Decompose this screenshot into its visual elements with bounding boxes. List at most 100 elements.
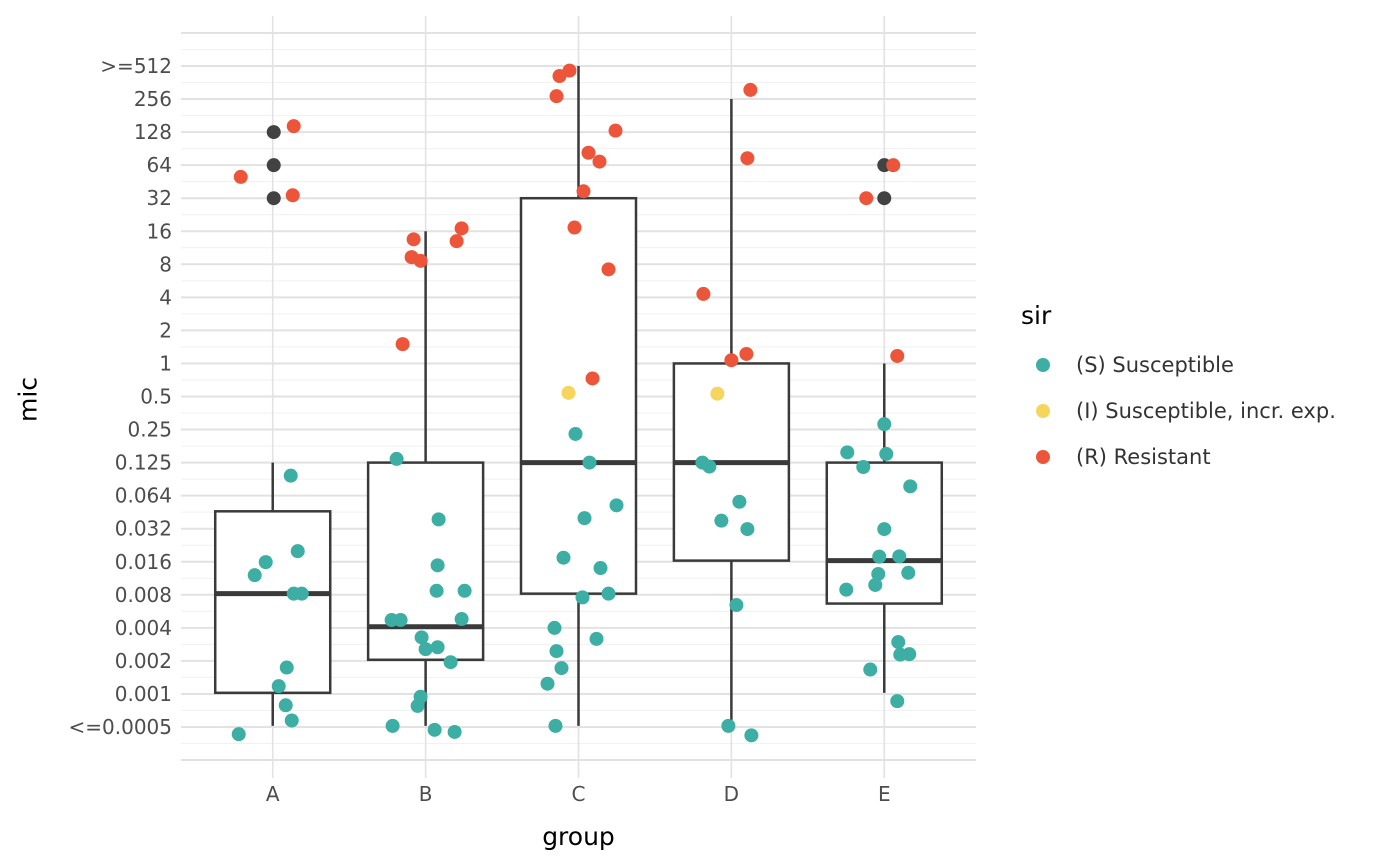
data-point-S <box>258 555 273 570</box>
data-point-I <box>710 386 725 401</box>
y-tick-label: 0.001 <box>115 682 172 706</box>
box-iqr <box>519 196 638 595</box>
data-point-R <box>890 348 905 363</box>
data-point-R <box>233 169 248 184</box>
data-point-S <box>454 612 469 627</box>
data-point-S <box>732 494 747 509</box>
points-E <box>839 158 918 709</box>
resistant-dot-icon <box>1036 450 1050 464</box>
data-point-R <box>859 191 874 206</box>
data-point-R <box>449 234 464 249</box>
data-point-R <box>743 82 758 97</box>
y-tick-label: 64 <box>147 153 172 177</box>
data-point-S <box>231 727 246 742</box>
data-point-S <box>877 417 892 432</box>
data-point-S <box>418 642 433 657</box>
data-point-R <box>413 253 428 268</box>
susceptible-incr-exp-dot-icon <box>1036 404 1050 418</box>
y-tick-label: 2 <box>159 318 172 342</box>
data-point-S <box>427 722 442 737</box>
data-point-R <box>285 188 300 203</box>
y-tick-label: 4 <box>159 285 172 309</box>
data-point-S <box>575 590 590 605</box>
legend-item-label: (R) Resistant <box>1076 445 1211 469</box>
x-tick-label: B <box>419 782 433 806</box>
legend-item-label: (S) Susceptible <box>1076 353 1234 377</box>
data-point-NA <box>266 125 281 140</box>
data-point-S <box>872 549 887 564</box>
data-point-S <box>871 566 886 581</box>
data-point-S <box>547 620 562 635</box>
box-C <box>519 66 638 726</box>
data-point-S <box>890 694 905 709</box>
data-point-S <box>577 511 592 526</box>
points-C <box>540 63 624 733</box>
y-tick-label: 0.016 <box>115 550 172 574</box>
data-point-S <box>549 644 564 659</box>
data-point-S <box>868 577 883 592</box>
data-point-S <box>556 550 571 565</box>
data-point-S <box>548 718 563 733</box>
data-point-S <box>744 728 759 743</box>
data-point-S <box>840 445 855 460</box>
data-point-S <box>447 724 462 739</box>
legend-item-susceptible: (S) Susceptible <box>1021 352 1336 378</box>
data-point-S <box>278 698 293 713</box>
data-point-S <box>892 549 907 564</box>
data-point-S <box>429 583 444 598</box>
data-point-R <box>567 220 582 235</box>
data-point-R <box>581 145 596 160</box>
data-point-S <box>247 568 262 583</box>
points-A <box>231 119 309 742</box>
y-tick-label: 0.002 <box>115 649 172 673</box>
data-point-R <box>724 353 739 368</box>
data-point-S <box>879 446 894 461</box>
legend-item-label: (I) Susceptible, incr. exp. <box>1076 399 1336 423</box>
y-tick-label: 0.064 <box>115 484 172 508</box>
y-tick-label: >=512 <box>100 54 172 78</box>
y-tick-label: 32 <box>147 186 172 210</box>
data-point-R <box>739 346 754 361</box>
y-tick-label: 8 <box>159 252 172 276</box>
data-point-S <box>540 676 555 691</box>
data-point-S <box>385 718 400 733</box>
data-point-R <box>696 286 711 301</box>
data-point-S <box>430 558 445 573</box>
data-point-S <box>601 586 616 601</box>
data-point-S <box>283 468 298 483</box>
data-point-NA <box>266 191 281 206</box>
data-point-S <box>609 498 624 513</box>
data-point-S <box>443 655 458 670</box>
data-point-S <box>389 451 404 466</box>
data-point-R <box>592 154 607 169</box>
data-point-R <box>886 158 901 173</box>
data-point-NA <box>266 158 281 173</box>
y-tick-label: 256 <box>134 87 172 111</box>
box-iqr <box>213 510 332 695</box>
data-point-R <box>585 371 600 386</box>
data-point-S <box>294 586 309 601</box>
data-point-NA <box>877 191 892 206</box>
data-point-S <box>891 635 906 650</box>
data-point-S <box>589 631 604 646</box>
y-axis-tick-labels: >=512 256 128 64 32 16 8 4 2 1 0.5 0.25 0.125 0.064 0.… <box>69 54 173 739</box>
data-point-S <box>393 613 408 628</box>
points-D <box>695 82 759 743</box>
data-point-S <box>271 679 286 694</box>
box-D <box>672 99 791 726</box>
data-point-S <box>856 459 871 474</box>
data-point-S <box>902 647 917 662</box>
data-point-S <box>431 512 446 527</box>
data-point-S <box>839 582 854 597</box>
data-point-R <box>608 123 623 138</box>
y-tick-label: <=0.0005 <box>69 715 173 739</box>
y-tick-label: 128 <box>134 120 172 144</box>
susceptible-dot-icon <box>1036 358 1050 372</box>
x-tick-label: C <box>572 782 586 806</box>
data-point-S <box>729 598 744 613</box>
data-point-S <box>593 561 608 576</box>
data-point-R <box>395 337 410 352</box>
data-point-S <box>740 522 755 537</box>
